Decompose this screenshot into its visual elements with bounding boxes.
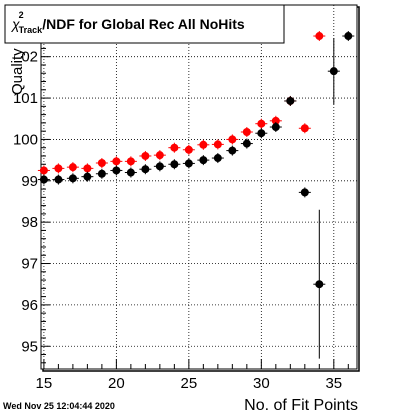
red-data-point xyxy=(184,145,193,154)
title-subscript: Track xyxy=(19,25,44,35)
black-data-point xyxy=(228,146,237,155)
red-data-point xyxy=(83,164,92,173)
timestamp: Wed Nov 25 12:04:44 2020 xyxy=(3,401,115,411)
red-data-point xyxy=(242,127,251,136)
y-tick-label: 101 xyxy=(13,90,38,107)
black-data-point xyxy=(97,169,106,178)
black-data-point xyxy=(257,129,266,138)
black-data-point xyxy=(300,188,309,197)
x-tick-label: 15 xyxy=(36,375,53,392)
y-tick-label: 96 xyxy=(21,297,38,314)
black-data-point xyxy=(155,162,164,171)
y-tick-label: 95 xyxy=(21,338,38,355)
y-tick-label: 97 xyxy=(21,256,38,273)
plot-area xyxy=(40,4,358,370)
red-data-point xyxy=(199,140,208,149)
title-symbol: χ xyxy=(10,16,20,32)
y-tick-label: 99 xyxy=(21,173,38,190)
black-data-point xyxy=(54,175,63,184)
title-superscript: 2 xyxy=(19,10,24,20)
red-data-point xyxy=(141,151,150,160)
x-axis-title: No. of Fit Points xyxy=(244,397,358,414)
data-marks xyxy=(37,31,355,359)
tick-labels: 15 20 25 30 35 95 96 97 98 99 100 101 02 xyxy=(13,49,342,392)
red-data-point xyxy=(54,164,63,173)
black-data-point xyxy=(83,172,92,181)
black-data-point xyxy=(126,168,135,177)
black-data-point xyxy=(271,123,280,132)
black-data-point xyxy=(68,174,77,183)
chart-title: χ2 Track/NDF for Global Rec All NoHits xyxy=(10,10,245,35)
y-tick-label: 98 xyxy=(21,214,38,231)
axis-ticks xyxy=(41,6,349,369)
y-axis-title: Quality xyxy=(9,48,26,95)
x-tick-label: 35 xyxy=(325,375,342,392)
black-data-point xyxy=(184,159,193,168)
red-data-point xyxy=(68,163,77,172)
red-data-point xyxy=(39,166,48,175)
red-data-point xyxy=(126,157,135,166)
x-tick-label: 20 xyxy=(108,375,125,392)
black-data-point xyxy=(170,160,179,169)
red-data-point xyxy=(257,119,266,128)
red-data-point xyxy=(112,157,121,166)
red-data-point xyxy=(228,135,237,144)
red-data-point xyxy=(155,151,164,160)
y-tick-label: 02 xyxy=(21,49,38,66)
x-tick-label: 30 xyxy=(253,375,270,392)
black-data-point xyxy=(315,280,324,289)
red-data-point xyxy=(170,143,179,152)
black-data-point xyxy=(242,139,251,148)
black-data-point xyxy=(141,165,150,174)
red-data-point xyxy=(300,124,309,133)
black-data-point xyxy=(286,96,295,105)
title-box xyxy=(4,4,285,44)
red-data-point xyxy=(271,116,280,125)
red-data-point xyxy=(315,32,324,41)
black-data-point xyxy=(112,166,121,175)
y-tick-label: 100 xyxy=(13,131,38,148)
black-data-point xyxy=(329,67,338,76)
black-data-point xyxy=(39,175,48,184)
black-data-point xyxy=(199,156,208,165)
title-main: /NDF for Global Rec All NoHits xyxy=(42,16,245,32)
red-data-point xyxy=(97,159,106,168)
x-tick-label: 25 xyxy=(181,375,198,392)
black-data-point xyxy=(344,32,353,41)
black-data-point xyxy=(213,154,222,163)
red-data-point xyxy=(213,140,222,149)
